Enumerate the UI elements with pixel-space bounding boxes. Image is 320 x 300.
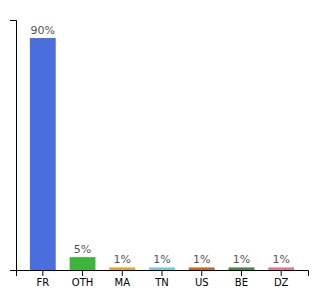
x-axis: FR OTH MA TN US BE DZ — [17, 270, 309, 288]
x-tick: OTH — [72, 270, 94, 288]
x-tick-mark — [201, 270, 202, 276]
x-tick: FR — [36, 270, 49, 288]
bar — [109, 267, 135, 270]
chart-container: FR OTH MA TN US BE DZ 90% 5% 1% 1% 1% 1% 1% — [0, 0, 320, 300]
bar — [149, 267, 175, 270]
data-label: 1% — [153, 253, 170, 266]
x-tick-mark — [122, 270, 123, 276]
x-tick-label: FR — [36, 277, 49, 288]
data-label: 1% — [193, 253, 210, 266]
data-label: 1% — [272, 253, 289, 266]
x-tick: TN — [154, 270, 169, 288]
y-axis-line — [10, 21, 17, 271]
x-tick-mark — [241, 270, 242, 276]
bar — [189, 267, 215, 270]
x-tick-mark — [162, 270, 163, 276]
data-label: 1% — [233, 253, 250, 266]
x-tick-label: TN — [154, 277, 169, 288]
data-label: 5% — [74, 243, 91, 256]
bar — [70, 257, 96, 270]
bar — [268, 267, 294, 270]
x-tick-label: DZ — [274, 277, 289, 288]
bars — [30, 38, 294, 270]
x-tick-label: MA — [115, 277, 131, 288]
x-tick: US — [195, 270, 209, 288]
y-axis — [10, 21, 17, 271]
data-label: 90% — [31, 24, 55, 37]
plot: FR OTH MA TN US BE DZ 90% 5% 1% 1% 1% 1% 1% — [10, 21, 309, 289]
x-tick: DZ — [274, 270, 289, 288]
x-tick: BE — [235, 270, 248, 288]
data-label: 1% — [114, 253, 131, 266]
x-tick-label: OTH — [72, 277, 94, 288]
x-tick-mark — [281, 270, 282, 276]
x-tick-label: US — [195, 277, 209, 288]
x-tick-mark — [82, 270, 83, 276]
x-tick-label: BE — [235, 277, 248, 288]
x-tick-mark — [42, 270, 43, 276]
bar — [30, 38, 56, 270]
data-labels: 90% 5% 1% 1% 1% 1% 1% — [31, 24, 290, 266]
bar — [229, 267, 255, 270]
chart: FR OTH MA TN US BE DZ 90% 5% 1% 1% 1% 1% 1% — [0, 0, 320, 300]
x-axis-line — [17, 271, 309, 277]
x-tick: MA — [115, 270, 131, 288]
